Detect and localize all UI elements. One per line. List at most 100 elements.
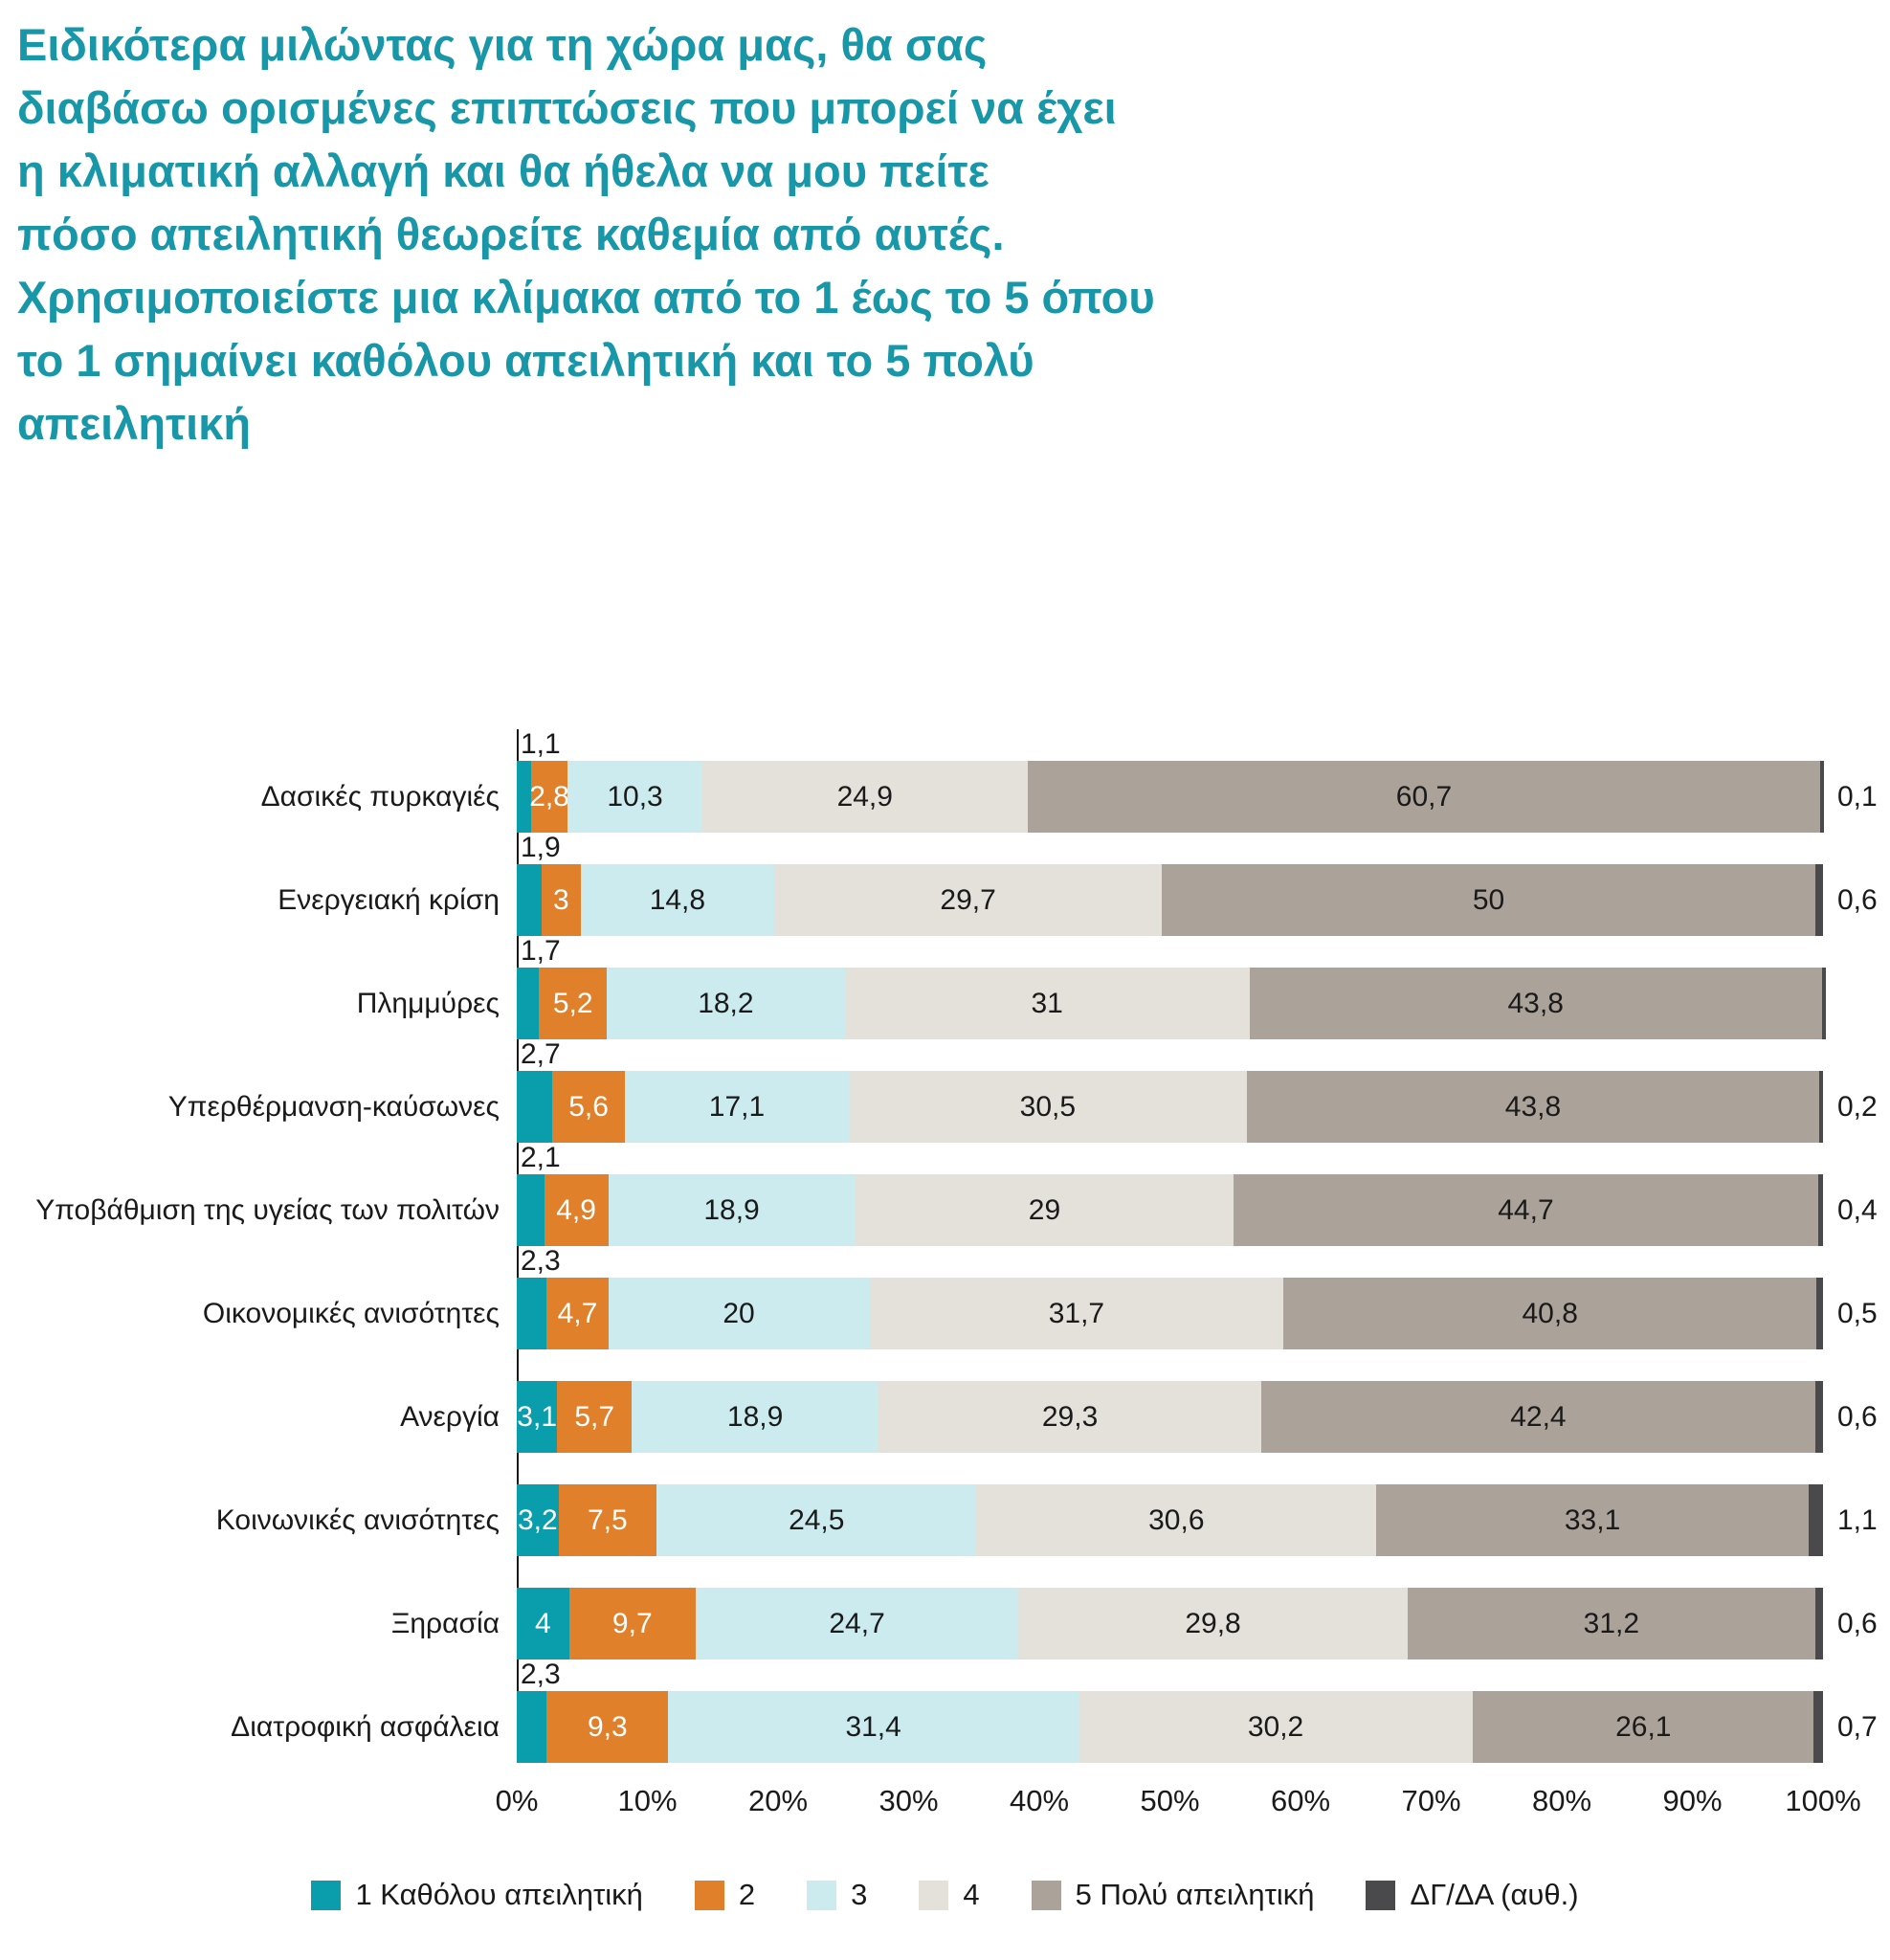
chart-row: Διατροφική ασφάλεια 2,3 0,7 9,3 31,4 30,2 26,1 [0,1659,1890,1763]
value-label: 1,1 [1837,1503,1878,1536]
value-label: 30,2 [1247,1710,1304,1743]
bar-track: 2,1 0,4 4,9 18,9 29 44,7 [517,1143,1878,1246]
stacked-bar: 9,3 31,4 30,2 26,1 [517,1691,1823,1763]
axis-tick-label: 70% [1401,1784,1461,1817]
bar-segment: 30,2 [1078,1691,1474,1763]
value-label: 9,7 [611,1607,653,1639]
bar-segment: 18,9 [632,1381,879,1453]
value-label: 31 [1031,987,1063,1019]
axis-tick-label: 20% [747,1784,809,1817]
bar-track: 2,3 0,7 9,3 31,4 30,2 26,1 [517,1659,1878,1763]
bar-track: 2,3 0,5 4,7 20 31,7 40,8 [517,1245,1878,1349]
bar-segment: 44,7 [1234,1174,1818,1246]
value-label: 43,8 [1507,987,1564,1019]
bar-segment: 14,8 [580,864,774,936]
stacked-bar: 3,2 7,5 24,5 30,6 33,1 [517,1484,1823,1556]
bar-segment: 29,3 [878,1381,1262,1453]
value-label: 18,9 [703,1193,760,1226]
value-label: 29,8 [1185,1607,1241,1639]
axis-tick-label: 80% [1531,1784,1592,1817]
axis-tick-label: 40% [1009,1784,1070,1817]
bar-segment: 3 [541,864,581,936]
bar-segment [517,1691,547,1763]
bar-segment: 17,1 [625,1071,849,1143]
category-label: Υποβάθμιση της υγείας των πολιτών [35,1193,500,1226]
value-label: 3,2 [517,1503,558,1536]
chart-row: Ανεργία 0,6 3,1 5,7 18,9 29,3 42,4 [0,1349,1890,1453]
bar-segment: 60,7 [1027,761,1821,833]
bar-segment: 10,3 [567,761,702,833]
value-label: 9,3 [588,1710,628,1743]
axis-tick-label: 30% [878,1784,939,1817]
threat-stacked-bar-chart: Δασικές πυρκαγιές 1,1 0,1 2,8 10,3 24,9 60,7 Εν… [0,729,1890,1912]
bar-segment: 24,7 [696,1588,1019,1659]
value-label: 50 [1472,883,1505,916]
bar-segment: 31,4 [668,1691,1078,1763]
bar-segment [1808,1484,1823,1556]
bar-segment: 4 [517,1588,569,1659]
value-label: 0,5 [1837,1297,1878,1329]
value-label: 0,2 [1837,1090,1878,1123]
bar-track: 1,1 3,2 7,5 24,5 30,6 33,1 [517,1453,1878,1556]
bar-segment: 4,9 [544,1174,609,1246]
chart-plot-area: Δασικές πυρκαγιές 1,1 0,1 2,8 10,3 24,9 60,7 Εν… [0,729,1890,1763]
value-label: 2,3 [521,1659,561,1690]
value-label: 4,9 [556,1193,596,1226]
bar-segment: 3,2 [517,1484,559,1556]
bar-segment: 5,7 [557,1381,633,1453]
value-label: 5,6 [568,1090,609,1123]
value-label: 0,7 [1837,1710,1878,1743]
axis-tick-label: 90% [1662,1784,1723,1817]
x-axis: 0% 10% 20% 30% 40% 50% 60% 70% 80% 90% 100% [496,1784,1861,1822]
stacked-bar: 5,6 17,1 30,5 43,8 [517,1071,1823,1143]
bar-segment: 7,5 [558,1484,657,1556]
bar-segment: 43,8 [1249,968,1822,1039]
value-label: 18,2 [698,987,754,1019]
bar-track: 0,6 3,1 5,7 18,9 29,3 42,4 [517,1349,1878,1453]
bar-segment [517,1174,545,1246]
stacked-bar: 4,9 18,9 29 44,7 [517,1174,1823,1246]
category-label: Κοινωνικές ανισότητες [215,1503,500,1536]
bar-segment: 42,4 [1261,1381,1815,1453]
legend-item: 4 [919,1878,980,1912]
bar-segment [1813,1691,1823,1763]
category-label: Ενεργειακή κρίση [278,883,500,916]
value-label: 7,5 [588,1503,628,1536]
legend-swatch [807,1880,837,1910]
value-label: 60,7 [1395,780,1453,813]
value-label: 18,9 [726,1400,784,1433]
value-label: 29 [1028,1193,1061,1226]
value-label: 31,4 [845,1710,901,1743]
chart-row: Πλημμύρες 1,7 5,2 18,2 31 43,8 [0,936,1890,1039]
bar-segment [517,968,540,1039]
bar-segment: 30,6 [976,1484,1377,1556]
legend-swatch [694,1880,724,1910]
value-label: 1,9 [521,832,561,863]
value-label: 30,6 [1148,1503,1205,1536]
value-label: 2,3 [521,1245,561,1277]
bar-segment [517,761,531,833]
value-label: 2,7 [521,1038,561,1070]
bar-segment: 5,2 [539,968,608,1039]
value-label: 0,4 [1837,1193,1878,1226]
bar-segment: 29,7 [773,864,1163,936]
bar-track: 2,7 0,2 5,6 17,1 30,5 43,8 [517,1038,1878,1143]
legend-item: 5 Πολύ απειλητική [1031,1878,1314,1912]
bar-segment [1814,864,1823,936]
value-label: 14,8 [649,883,706,916]
chart-row: Δασικές πυρκαγιές 1,1 0,1 2,8 10,3 24,9 60,7 [0,729,1890,833]
bar-segment [1814,1588,1823,1659]
value-label: 26,1 [1615,1710,1672,1743]
bar-segment: 24,9 [701,761,1028,833]
bar-segment [1818,1071,1823,1143]
stacked-bar: 2,8 10,3 24,9 60,7 [517,761,1825,833]
value-label: 44,7 [1498,1193,1554,1226]
bar-track: 1,7 5,2 18,2 31 43,8 [517,936,1826,1039]
value-label: 5,2 [552,987,593,1019]
bar-segment: 18,9 [608,1174,856,1246]
page-title: Ειδικότερα μιλώντας για τη χώρα μας, θα … [17,19,1155,449]
y-axis-line [517,729,519,1763]
bar-segment: 31 [844,968,1250,1039]
value-label: 29,7 [940,883,996,916]
